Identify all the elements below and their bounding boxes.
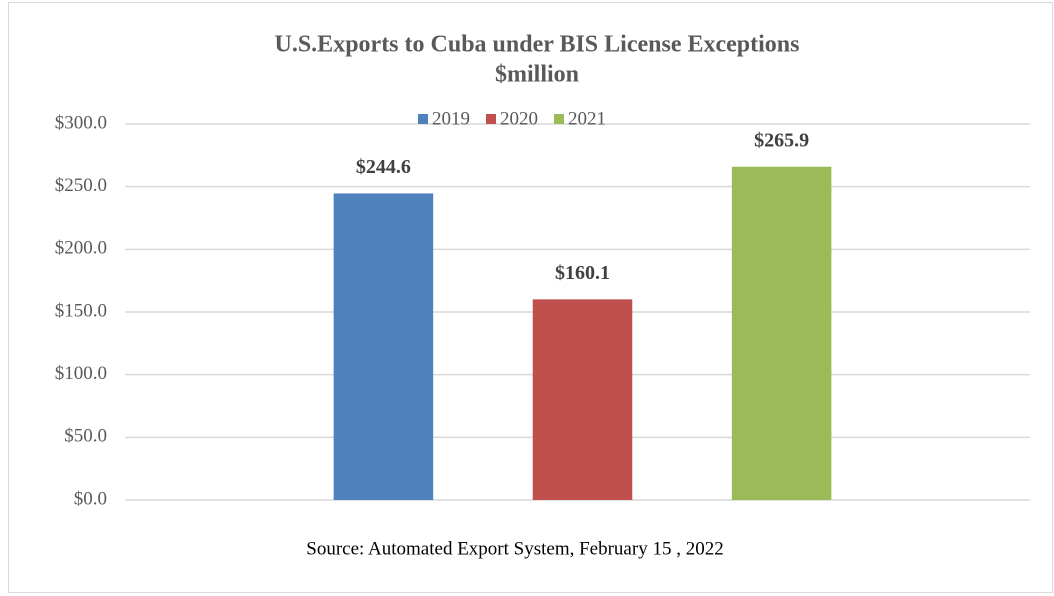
chart-frame — [8, 2, 1053, 593]
data-label: $265.9 — [754, 129, 809, 151]
source-note: Source: Automated Export System, Februar… — [306, 538, 723, 559]
bar — [731, 166, 832, 501]
y-tick-label: $300.0 — [55, 112, 107, 133]
y-tick-label: $100.0 — [55, 363, 107, 384]
legend-label: 2020 — [500, 108, 538, 129]
legend-label: 2021 — [568, 108, 606, 129]
y-tick-label: $150.0 — [55, 300, 107, 321]
data-label: $160.1 — [555, 262, 610, 284]
y-tick-label: $250.0 — [55, 175, 107, 196]
legend-swatch — [554, 114, 564, 124]
chart-subtitle: $million — [495, 62, 579, 88]
y-tick-label: $0.0 — [74, 488, 107, 509]
y-tick-label: $50.0 — [64, 426, 107, 447]
legend-label: 2019 — [432, 108, 470, 129]
bar — [532, 299, 633, 500]
bar — [333, 193, 434, 500]
legend-swatch — [418, 114, 428, 124]
data-label: $244.6 — [356, 156, 411, 178]
y-tick-label: $200.0 — [55, 238, 107, 259]
legend-swatch — [486, 114, 496, 124]
chart-title: U.S.Exports to Cuba under BIS License Ex… — [275, 32, 800, 58]
